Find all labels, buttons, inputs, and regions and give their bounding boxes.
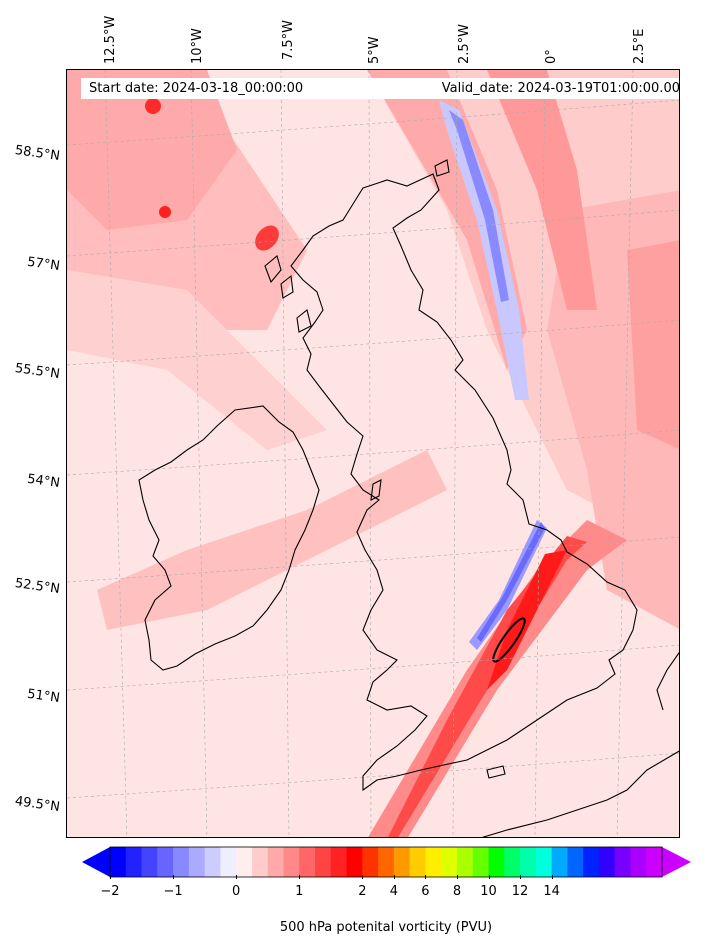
lat-label-52-5n: 52.5°N <box>13 575 61 598</box>
colorbar-tick-label: −2 <box>100 884 120 899</box>
start-date-box: Start date: 2024-03-18_00:00:00 <box>81 78 679 99</box>
colorbar-tick-mark <box>551 875 553 879</box>
colorbar-cell <box>251 847 269 877</box>
colorbar-cell <box>173 847 190 877</box>
lat-label-57n: 57°N <box>26 254 61 275</box>
pv-blue-filament-south-core <box>477 522 545 642</box>
colorbar-tick-mark <box>488 875 490 879</box>
valid-date-label: Valid_date: 2024-03-19T01:00:00.00 <box>441 81 680 96</box>
lat-label-51n: 51°N <box>26 686 61 707</box>
pv-blue-filament-north <box>439 100 529 400</box>
map-panel: Start date: 2024-03-18_00:00:00 Valid_da… <box>66 69 680 838</box>
colorbar-tick-label: 2 <box>358 884 367 899</box>
colorbar-over-arrow <box>662 847 691 877</box>
colorbar-cell <box>236 847 253 877</box>
colorbar-tick-mark <box>425 875 427 879</box>
colorbar-tick-mark <box>299 875 301 879</box>
colorbar-tick-label: 0 <box>232 884 241 899</box>
colorbar-cell <box>567 847 584 877</box>
colorbar-cell <box>267 847 284 877</box>
colorbar-tick-label: 14 <box>543 884 560 899</box>
colorbar-cell <box>535 847 553 877</box>
colorbar-tick-label: 6 <box>421 884 430 899</box>
colorbar-tick-mark <box>456 875 458 879</box>
colorbar-cell <box>441 847 458 877</box>
pv-region-nw-patch <box>67 70 237 230</box>
colorbar-cell <box>583 847 600 877</box>
valid-date-box: Valid_date: 2024-03-19T01:00:00.00 <box>81 78 680 99</box>
colorbar-cell <box>598 847 616 877</box>
pv-jet-core <box>487 550 567 690</box>
colorbar-cell <box>110 847 127 877</box>
pv-blue-filament-north-core <box>449 110 509 302</box>
colorbar-cell <box>520 847 537 877</box>
colorbar-cell <box>204 847 221 877</box>
pv-blob-hebrides <box>255 225 279 251</box>
colorbar-cell <box>456 847 474 877</box>
pv-jet-mid <box>388 536 587 837</box>
colorbar-tick-mark <box>393 875 395 879</box>
colorbar-tick-label: −1 <box>163 884 183 899</box>
colorbar-cell <box>378 847 395 877</box>
colorbar-tick-label: 10 <box>480 884 497 899</box>
lat-label-49-5n: 49.5°N <box>13 793 61 816</box>
colorbar-outline <box>109 846 663 878</box>
colorbar-cell <box>220 847 237 877</box>
colorbar-tick-mark <box>520 875 522 879</box>
colorbar-cell <box>551 847 568 877</box>
colorbar-cell <box>346 847 363 877</box>
colorbar-cell <box>125 847 143 877</box>
pv-band-north-strip <box>367 70 527 370</box>
colorbar-cell <box>393 847 411 877</box>
graticule <box>67 70 679 837</box>
colorbar-tick-label: 8 <box>452 884 462 899</box>
colorbar-label: 500 hPa potenital vorticity (PVU) <box>279 920 493 935</box>
pv-band-southwest <box>97 450 447 630</box>
colorbar-tick-mark <box>236 875 238 879</box>
colorbar-cell <box>330 847 348 877</box>
pv-region-north <box>67 70 679 549</box>
pv-blob-nw-2 <box>145 98 161 114</box>
colorbar-cell <box>646 847 663 877</box>
colorbar-tick-mark <box>173 875 175 879</box>
pv-field-map <box>67 70 679 837</box>
colorbar <box>82 846 691 878</box>
lat-label-54n: 54°N <box>26 471 61 492</box>
colorbar-cell <box>504 847 521 877</box>
colorbar-tick-label: 12 <box>511 884 529 899</box>
pv-region-east-patch <box>627 240 679 450</box>
colorbar-cell <box>362 847 379 877</box>
colorbar-cell <box>409 847 426 877</box>
colorbar-cell <box>188 847 206 877</box>
colorbar-cell <box>141 847 158 877</box>
colorbar-cell <box>614 847 631 877</box>
colorbar-cell <box>283 847 300 877</box>
pv-band-north-east-strip <box>487 70 597 310</box>
colorbar-cell <box>157 847 174 877</box>
colorbar-under-arrow <box>82 847 110 877</box>
lat-label-55-5n: 55.5°N <box>13 360 61 383</box>
colorbar-cell <box>630 847 647 877</box>
lat-label-58-5n: 58.5°N <box>13 142 61 165</box>
colorbar-cell <box>472 847 490 877</box>
pv-blob-nw-1 <box>159 206 171 218</box>
colorbar-cell <box>315 847 332 877</box>
start-date-label: Start date: 2024-03-18_00:00:00 <box>89 81 304 96</box>
colorbar-cell <box>425 847 442 877</box>
colorbar-tick-mark <box>362 875 364 879</box>
pv-max-contour <box>492 617 526 663</box>
colorbar-cell <box>299 847 316 877</box>
colorbar-tick-mark <box>110 875 111 879</box>
colorbar-tick-label: 1 <box>295 884 304 899</box>
colorbar-tick-label: 4 <box>389 884 399 899</box>
colorbar-cell <box>488 847 505 877</box>
coastlines <box>138 159 679 837</box>
